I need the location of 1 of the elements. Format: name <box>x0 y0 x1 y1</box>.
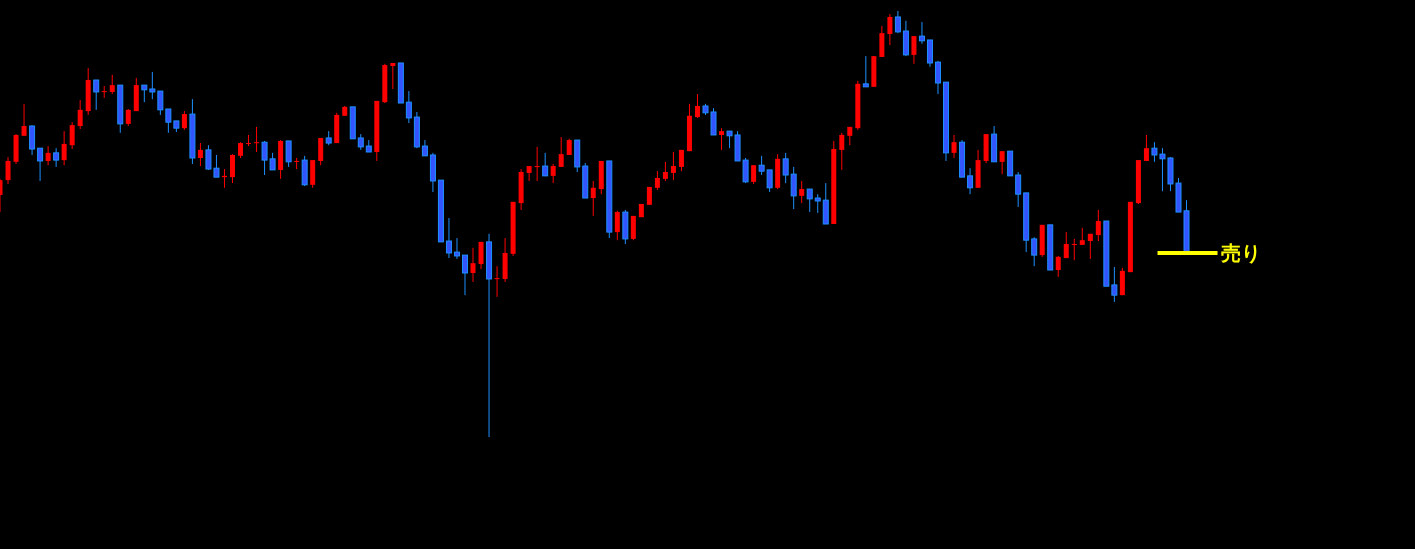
annotation: 売り <box>1157 240 1261 265</box>
